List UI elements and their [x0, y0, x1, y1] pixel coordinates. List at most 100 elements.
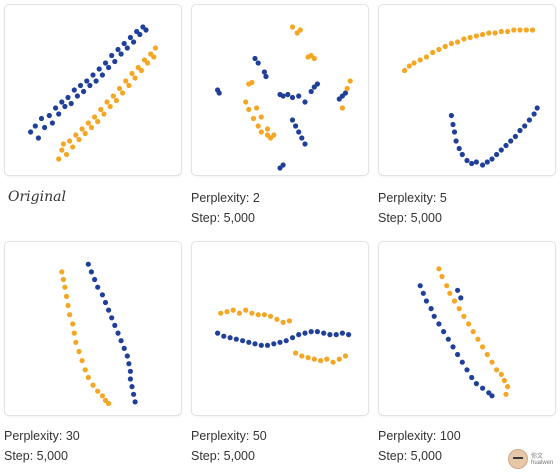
scatter-point-orange	[466, 321, 472, 327]
scatter-point-blue	[417, 283, 423, 289]
watermark: 你文 hualwen	[508, 440, 560, 474]
scatter-point-orange	[90, 382, 96, 388]
scatter-point-orange	[249, 79, 255, 86]
scatter-point-orange	[311, 356, 317, 362]
scatter-point-orange	[82, 367, 88, 373]
scatter-point-blue	[255, 60, 261, 66]
scatter-point-orange	[274, 316, 280, 322]
scatter-point-blue	[74, 93, 80, 99]
scatter-point-blue	[102, 299, 109, 306]
scatter-point-orange	[116, 85, 123, 92]
scatter-point-blue	[131, 39, 137, 45]
scatter-point-orange	[138, 67, 144, 74]
scatter-point-blue	[448, 112, 454, 119]
scatter-point-blue	[453, 138, 459, 144]
scatter-point-orange	[448, 40, 454, 47]
scatter-point-orange	[65, 302, 71, 309]
scatter-point-orange	[470, 329, 476, 335]
scatter-point-blue	[431, 313, 437, 319]
scatter-plot-perplexity-50	[215, 307, 352, 365]
scatter-point-orange	[106, 400, 112, 407]
scatter-point-orange	[344, 85, 350, 92]
scatter-point-blue	[38, 115, 45, 122]
scatter-point-orange	[67, 312, 73, 318]
scatter-point-blue	[252, 55, 258, 62]
scatter-panel-perplexity-50	[191, 241, 369, 416]
scatter-point-orange	[342, 353, 349, 359]
scatter-point-orange	[145, 60, 151, 66]
scatter-point-orange	[113, 97, 119, 104]
scatter-point-orange	[336, 356, 342, 362]
scatter-point-blue	[534, 105, 540, 111]
scatter-point-orange	[311, 55, 317, 62]
scatter-point-blue	[289, 94, 296, 101]
scatter-point-blue	[115, 330, 121, 336]
scatter-point-orange	[406, 63, 412, 69]
caption-perplexity-5: Perplexity: 5	[378, 191, 447, 205]
scatter-point-orange	[486, 30, 492, 36]
scatter-point-blue	[96, 66, 102, 72]
scatter-point-orange	[271, 132, 277, 138]
scatter-point-blue	[56, 111, 62, 117]
scatter-point-orange	[436, 266, 442, 272]
scatter-point-orange	[107, 103, 113, 110]
scatter-point-blue	[480, 385, 486, 391]
scatter-point-blue	[92, 276, 98, 283]
scatter-point-blue	[127, 376, 133, 382]
scatter-point-orange	[529, 27, 536, 33]
scatter-point-orange	[505, 384, 511, 390]
scatter-point-blue	[124, 353, 130, 359]
scatter-point-blue	[456, 145, 462, 152]
scatter-point-blue	[240, 338, 246, 344]
scatter-point-orange	[123, 78, 129, 84]
scatter-point-orange	[297, 27, 303, 33]
scatter-point-blue	[263, 73, 269, 80]
scatter-point-orange	[417, 57, 423, 63]
caption-perplexity-2: Perplexity: 2	[191, 191, 260, 205]
scatter-point-orange	[255, 312, 261, 318]
scatter-point-orange	[501, 377, 507, 384]
scatter-point-orange	[63, 151, 70, 158]
scatter-point-blue	[68, 100, 74, 107]
scatter-point-orange	[62, 284, 68, 290]
watermark-line-1: 你文	[531, 454, 544, 460]
scatter-point-blue	[459, 151, 465, 158]
scatter-point-blue	[458, 295, 464, 301]
scatter-point-blue	[115, 46, 121, 53]
scatter-point-orange	[436, 46, 442, 53]
scatter-point-blue	[314, 81, 320, 87]
step-label-perplexity-100: Step: 5,000	[378, 449, 442, 463]
scatter-point-orange	[218, 310, 224, 316]
scatter-point-blue	[118, 338, 124, 344]
scatter-point-blue	[526, 117, 532, 123]
scatter-point-blue	[308, 88, 314, 95]
scatter-point-orange	[430, 49, 436, 56]
scatter-point-blue	[469, 160, 475, 167]
scatter-point-blue	[227, 335, 233, 341]
scatter-point-blue	[32, 123, 38, 129]
scatter-point-orange	[73, 132, 79, 138]
scatter-point-blue	[302, 141, 308, 147]
scatter-point-blue	[112, 58, 118, 65]
scatter-point-blue	[302, 99, 308, 105]
scatter-point-blue	[508, 138, 514, 144]
scatter-point-blue	[131, 391, 137, 397]
scatter-point-orange	[523, 27, 529, 33]
scatter-point-orange	[475, 336, 481, 342]
scatter-point-blue	[132, 399, 138, 405]
scatter-point-blue	[484, 159, 490, 165]
scatter-point-orange	[505, 28, 511, 35]
scatter-plot-perplexity-5	[402, 27, 540, 168]
step-label-perplexity-2: Step: 5,000	[191, 211, 255, 225]
scatter-plot-original	[28, 24, 158, 162]
scatter-point-blue	[127, 368, 133, 374]
scatter-point-blue	[109, 315, 115, 321]
scatter-point-blue	[93, 78, 99, 84]
scatter-point-blue	[293, 123, 299, 129]
scatter-point-blue	[346, 332, 352, 338]
caption-perplexity-30: Perplexity: 30	[4, 429, 80, 443]
scatter-point-blue	[49, 120, 56, 126]
scatter-point-blue	[99, 292, 105, 298]
scatter-point-blue	[264, 342, 271, 348]
scatter-point-orange	[70, 321, 76, 327]
